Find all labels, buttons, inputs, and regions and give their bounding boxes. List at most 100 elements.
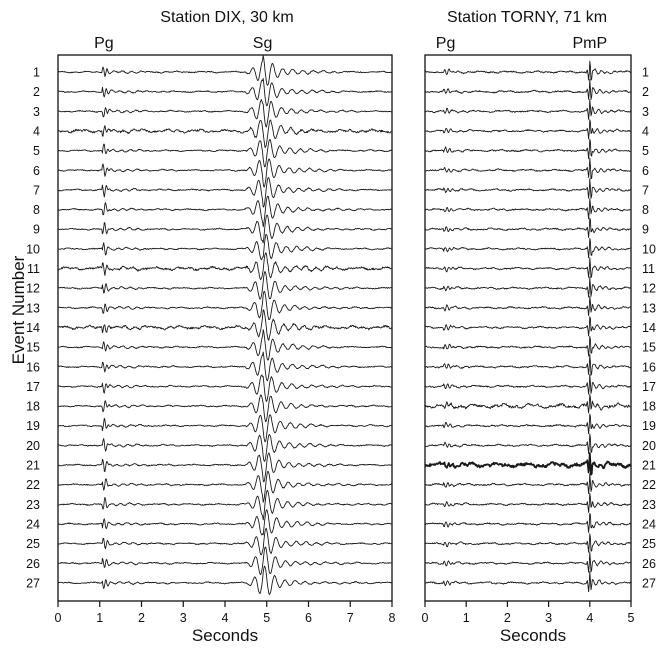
torny-event-label-5: 5 xyxy=(642,144,649,158)
dix-trace-8 xyxy=(58,195,392,228)
torny-event-label-6: 6 xyxy=(642,164,649,178)
dix-trace-19 xyxy=(58,414,392,443)
torny-event-label-16: 16 xyxy=(642,360,656,374)
torny-trace-1 xyxy=(425,60,631,81)
dix-trace-23 xyxy=(58,489,392,521)
panel-torny-phase-labels: Pg PmP xyxy=(436,35,607,52)
dix-event-label-16: 16 xyxy=(26,360,40,374)
panel-dix-x-axis-label: Seconds xyxy=(192,626,258,645)
dix-trace-13 xyxy=(58,290,392,321)
dix-x-tick-label-6: 6 xyxy=(305,611,312,625)
dix-event-label-12: 12 xyxy=(26,282,40,296)
dix-trace-6 xyxy=(58,158,392,188)
dix-x-tick-label-7: 7 xyxy=(347,611,354,625)
dix-trace-1 xyxy=(58,55,392,86)
torny-trace-8 xyxy=(425,198,631,220)
dix-x-tick-label-5: 5 xyxy=(263,611,270,625)
dix-event-label-13: 13 xyxy=(26,301,40,315)
dix-event-label-1: 1 xyxy=(33,66,40,80)
torny-trace-4 xyxy=(425,119,631,140)
dix-x-tick-label-1: 1 xyxy=(96,611,103,625)
dix-trace-15 xyxy=(58,329,392,361)
dix-trace-9 xyxy=(58,214,392,244)
torny-event-label-23: 23 xyxy=(642,498,656,512)
dix-event-label-22: 22 xyxy=(26,478,40,492)
dix-trace-14 xyxy=(58,309,392,341)
torny-event-label-14: 14 xyxy=(642,321,656,335)
dix-trace-16 xyxy=(58,351,392,382)
torny-event-label-4: 4 xyxy=(642,124,649,138)
dix-event-label-27: 27 xyxy=(26,576,40,590)
torny-event-label-9: 9 xyxy=(642,223,649,237)
torny-trace-27 xyxy=(425,571,631,593)
panel-dix-phase-labels: Pg Sg xyxy=(94,35,272,52)
torny-event-label-22: 22 xyxy=(642,478,656,492)
dix-trace-21 xyxy=(58,452,392,483)
torny-event-label-19: 19 xyxy=(642,419,656,433)
torny-trace-22 xyxy=(425,473,631,495)
dix-event-label-21: 21 xyxy=(26,459,40,473)
dix-trace-2 xyxy=(58,77,392,107)
torny-trace-10 xyxy=(425,238,631,259)
torny-trace-20 xyxy=(425,433,631,454)
torny-trace-2 xyxy=(425,78,631,100)
torny-trace-17 xyxy=(425,373,631,395)
dix-event-label-19: 19 xyxy=(26,419,40,433)
torny-event-label-18: 18 xyxy=(642,400,656,414)
torny-trace-5 xyxy=(425,138,631,160)
dix-trace-22 xyxy=(58,471,392,503)
panel-torny-traces xyxy=(425,60,631,593)
torny-x-tick-label-4: 4 xyxy=(586,611,593,625)
torny-trace-13 xyxy=(425,296,631,317)
torny-x-tick-label-3: 3 xyxy=(545,611,552,625)
dix-trace-11 xyxy=(58,252,392,281)
dix-phase-label-pg: Pg xyxy=(94,35,114,52)
dix-event-label-2: 2 xyxy=(33,85,40,99)
dix-event-label-18: 18 xyxy=(26,400,40,414)
dix-trace-18 xyxy=(58,394,392,423)
dix-trace-27 xyxy=(58,565,392,595)
dix-event-label-25: 25 xyxy=(26,537,40,551)
dix-trace-20 xyxy=(58,433,392,462)
torny-event-label-1: 1 xyxy=(642,66,649,80)
torny-trace-25 xyxy=(425,533,631,553)
dix-event-label-10: 10 xyxy=(26,242,40,256)
dix-trace-25 xyxy=(58,527,392,556)
y-axis-label: Event Number xyxy=(9,255,28,364)
torny-trace-14 xyxy=(425,316,631,337)
torny-event-label-7: 7 xyxy=(642,183,649,197)
torny-trace-11 xyxy=(425,257,631,279)
dix-trace-5 xyxy=(58,138,392,168)
torny-trace-9 xyxy=(425,217,631,238)
panel-dix-title: Station DIX, 30 km xyxy=(160,9,293,26)
torny-event-label-12: 12 xyxy=(642,282,656,296)
panel-torny-title: Station TORNY, 71 km xyxy=(447,9,607,26)
torny-phase-label-pmp: PmP xyxy=(572,35,607,52)
torny-event-label-10: 10 xyxy=(642,242,656,256)
torny-x-tick-label-0: 0 xyxy=(422,611,429,625)
torny-x-tick-label-1: 1 xyxy=(463,611,470,625)
dix-event-label-26: 26 xyxy=(26,557,40,571)
torny-trace-26 xyxy=(425,551,631,573)
panel-torny-x-axis-label: Seconds xyxy=(500,626,566,645)
torny-trace-16 xyxy=(425,353,631,376)
torny-event-label-26: 26 xyxy=(642,557,656,571)
dix-event-label-9: 9 xyxy=(33,223,40,237)
dix-phase-label-sg: Sg xyxy=(253,35,273,52)
dix-event-label-5: 5 xyxy=(33,144,40,158)
torny-event-label-17: 17 xyxy=(642,380,656,394)
torny-event-label-8: 8 xyxy=(642,203,649,217)
torny-trace-3 xyxy=(425,99,631,120)
dix-trace-4 xyxy=(58,119,392,148)
dix-event-label-20: 20 xyxy=(26,439,40,453)
torny-x-tick-label-5: 5 xyxy=(628,611,635,625)
dix-x-tick-label-2: 2 xyxy=(138,611,145,625)
torny-trace-21 xyxy=(425,452,631,476)
dix-event-label-24: 24 xyxy=(26,517,40,531)
dix-event-label-17: 17 xyxy=(26,380,40,394)
torny-event-label-11: 11 xyxy=(642,262,655,276)
dix-event-label-11: 11 xyxy=(27,262,40,276)
panel-dix-x-axis: 0 1 2 3 4 5 6 7 8 xyxy=(55,601,396,625)
